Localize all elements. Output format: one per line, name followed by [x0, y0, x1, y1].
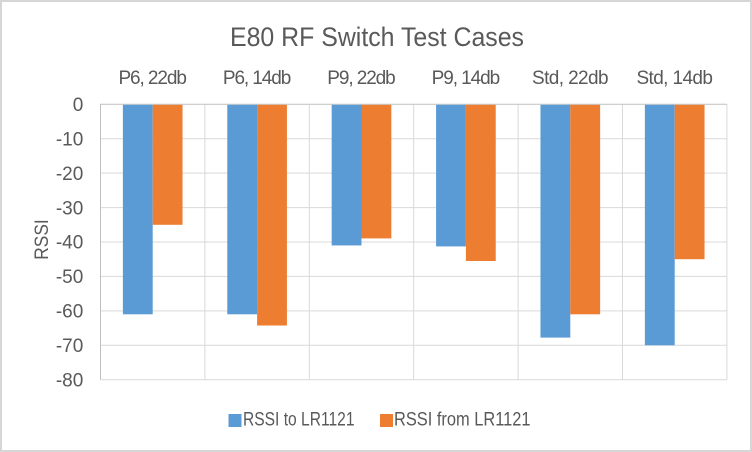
svg-text:-10: -10 [56, 129, 83, 150]
svg-text:E80 RF Switch Test Cases: E80 RF Switch Test Cases [230, 22, 524, 52]
svg-text:P9, 14db: P9, 14db [432, 68, 501, 89]
svg-text:-80: -80 [56, 370, 83, 391]
svg-text:P9, 22db: P9, 22db [327, 68, 396, 89]
svg-text:RSSI from LR1121: RSSI from LR1121 [394, 410, 531, 431]
svg-text:-20: -20 [56, 164, 83, 185]
svg-text:-40: -40 [56, 233, 83, 254]
svg-text:-30: -30 [56, 198, 83, 219]
svg-text:Std, 14db: Std, 14db [636, 68, 713, 89]
svg-text:-60: -60 [56, 302, 83, 323]
svg-text:P6, 14db: P6, 14db [223, 68, 292, 89]
svg-text:RSSI: RSSI [32, 219, 53, 260]
svg-text:RSSI to LR1121: RSSI to LR1121 [243, 410, 355, 431]
svg-text:0: 0 [73, 95, 84, 116]
svg-text:-50: -50 [56, 267, 83, 288]
svg-text:-70: -70 [56, 336, 83, 357]
svg-text:Std, 22db: Std, 22db [532, 68, 609, 89]
svg-text:P6, 22db: P6, 22db [118, 68, 187, 89]
